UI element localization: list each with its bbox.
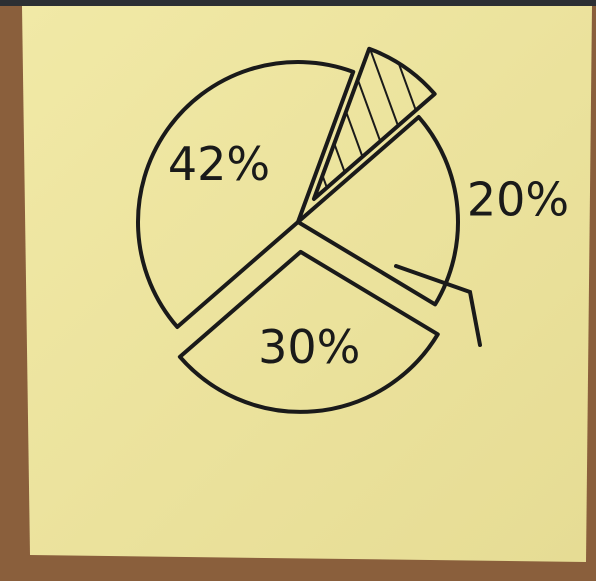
pie-slice [311,46,437,201]
slice-label: 42% [168,137,270,191]
slice-label: 30% [258,320,360,374]
slice-label: 20% [467,172,569,226]
pie-slice [296,115,460,307]
pie-chart: 42% 20% 30% [136,46,569,414]
pie-slice [177,249,440,414]
pie-slice [136,60,356,329]
top-border [0,0,596,6]
leader-line [394,264,482,347]
sticky-note [22,6,592,562]
